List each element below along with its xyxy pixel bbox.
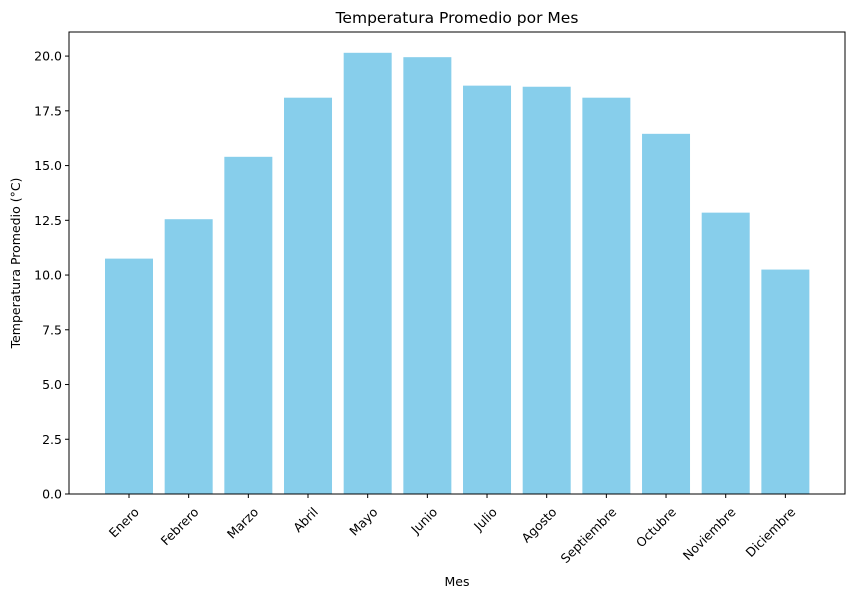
bar-abril	[284, 97, 333, 494]
bar-junio	[403, 57, 452, 495]
bar-diciembre	[761, 269, 810, 494]
y-axis-label: Temperatura Promedio (°C)	[8, 178, 23, 350]
bar-julio	[463, 85, 512, 494]
y-tick-label: 20.0	[34, 49, 62, 64]
x-tick-label: Diciembre	[743, 504, 799, 560]
x-axis: Enero Febrero Marzo Abril Mayo Junio Julio Agos…	[106, 494, 799, 566]
y-tick-label: 12.5	[34, 213, 62, 228]
bar-enero	[105, 258, 153, 494]
y-tick-label: 17.5	[34, 103, 62, 118]
x-axis-label: Mes	[445, 574, 470, 589]
bars-layer	[105, 52, 810, 495]
plot-frame	[68, 31, 846, 495]
bar-septiembre	[582, 97, 631, 494]
x-tick-label: Enero	[106, 504, 142, 540]
x-tick-label: Mayo	[346, 504, 380, 538]
y-tick-label: 0.0	[42, 487, 62, 502]
y-tick-label: 10.0	[34, 268, 62, 283]
y-axis: 0.0 2.5 5.0 7.5 10.0 12.5 15.0 17.5 20.0	[34, 49, 69, 502]
x-tick-label: Agosto	[518, 504, 559, 545]
x-tick-label: Octubre	[633, 504, 679, 550]
bar-marzo	[224, 156, 273, 494]
x-tick-label: Septiembre	[558, 504, 620, 566]
bar-febrero	[164, 219, 213, 494]
chart-title: Temperatura Promedio por Mes	[335, 9, 579, 27]
y-tick-label: 7.5	[42, 322, 62, 337]
bar-noviembre	[701, 212, 750, 494]
bar-octubre	[642, 133, 691, 494]
y-tick-label: 5.0	[42, 377, 62, 392]
x-tick-label: Noviembre	[680, 504, 739, 563]
x-tick-label: Julio	[470, 504, 500, 534]
x-tick-label: Marzo	[224, 504, 261, 541]
y-tick-label: 15.0	[34, 158, 62, 173]
x-tick-label: Junio	[407, 504, 440, 537]
bar-mayo	[343, 52, 392, 495]
y-tick-label: 2.5	[42, 432, 62, 447]
x-tick-label: Febrero	[158, 504, 202, 548]
bar-agosto	[522, 86, 571, 495]
x-tick-label: Abril	[290, 504, 321, 535]
